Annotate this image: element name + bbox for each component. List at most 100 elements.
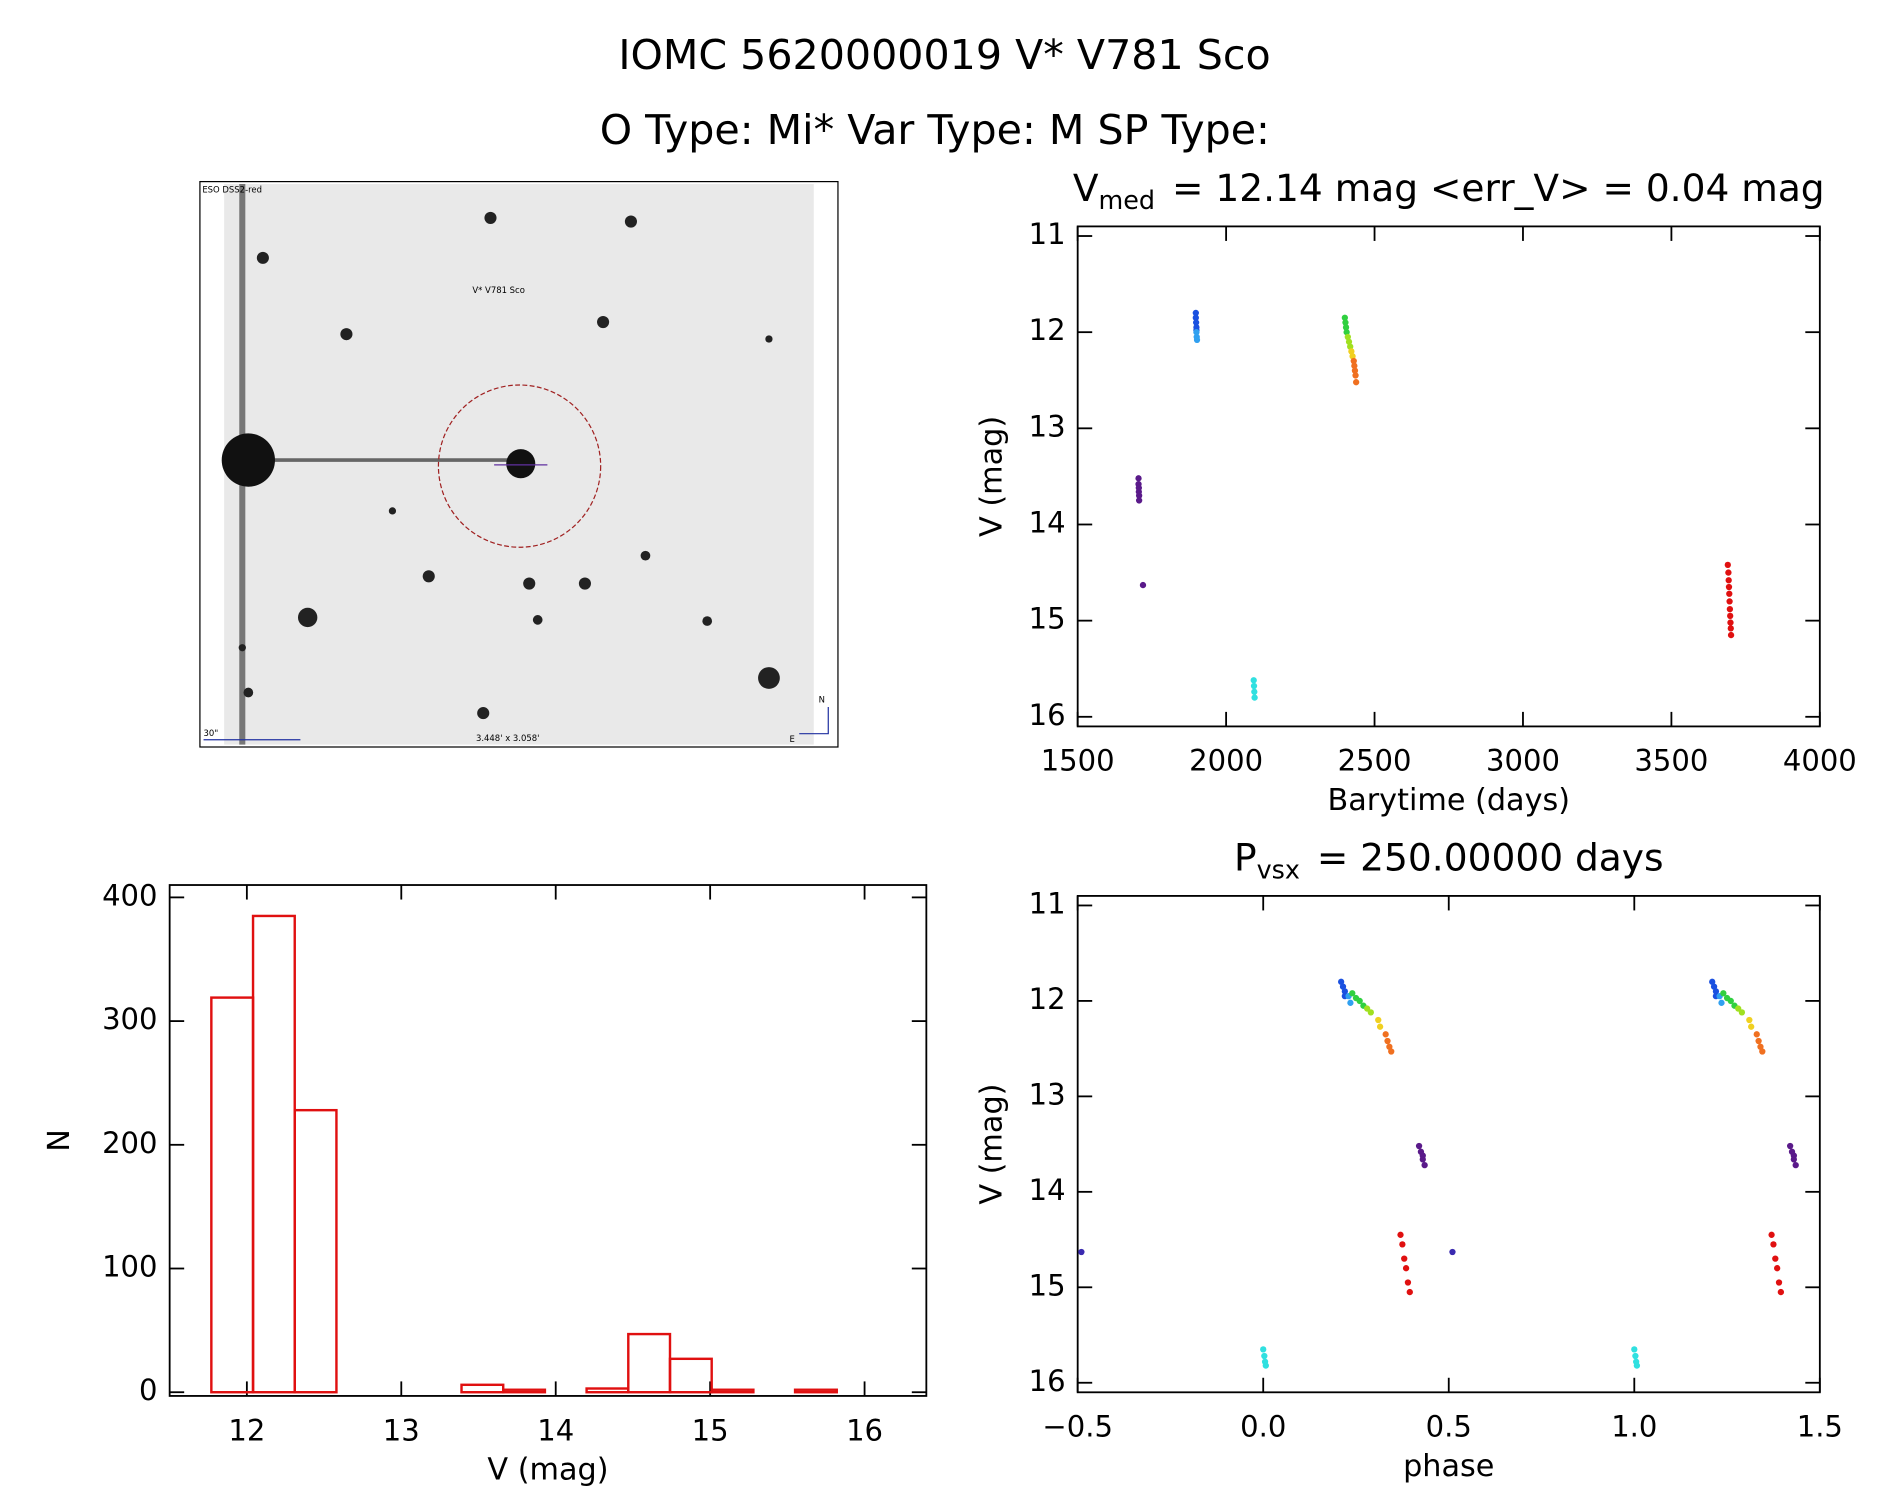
- y-tick-label: 200: [102, 1126, 157, 1160]
- x-tick-label: 3000: [1486, 744, 1560, 778]
- data-point: [1772, 1255, 1779, 1262]
- data-point: [1790, 1156, 1798, 1163]
- x-axis-label: V (mag): [487, 1452, 608, 1487]
- data-point: [1726, 590, 1733, 597]
- data-point: [1709, 978, 1716, 985]
- data-point: [1401, 1255, 1408, 1262]
- y-tick-label: 300: [102, 1002, 157, 1036]
- histogram-bar: [210, 996, 255, 1394]
- y-tick-label: 100: [102, 1250, 157, 1284]
- x-axis-label: phase: [1403, 1449, 1494, 1484]
- data-point: [1135, 475, 1142, 482]
- data-point: [1792, 1161, 1799, 1169]
- data-point: [1727, 625, 1734, 632]
- x-tick-label: 14: [537, 1413, 574, 1447]
- data-point: [1192, 309, 1199, 317]
- data-point: [1345, 338, 1353, 345]
- x-tick-label: 2500: [1338, 744, 1412, 778]
- data-point: [1768, 1231, 1775, 1238]
- y-tick-label: 12: [1029, 982, 1066, 1016]
- title-rest: = 250.00000 days: [1317, 835, 1664, 879]
- y-tick-label: 16: [1029, 1364, 1066, 1398]
- histogram-bar: [627, 1332, 672, 1394]
- star: [221, 433, 275, 487]
- data-point: [1759, 1048, 1766, 1055]
- data-point: [1344, 333, 1351, 341]
- data-point: [1726, 605, 1734, 613]
- data-point: [1725, 583, 1733, 591]
- image-north: N: [819, 694, 825, 704]
- data-point: [1135, 497, 1143, 504]
- stars: [238, 211, 780, 720]
- y-tick-label: 12: [1029, 313, 1066, 347]
- data-point: [1384, 1037, 1391, 1045]
- data-point: [1376, 1023, 1384, 1030]
- histogram-bar: [251, 914, 296, 1394]
- data-point: [1350, 357, 1357, 365]
- y-axis-label: V (mag): [974, 416, 1009, 537]
- histogram-bar: [585, 1387, 630, 1394]
- data-point: [1725, 577, 1732, 584]
- data-point: [1755, 1037, 1762, 1045]
- data-point: [1262, 1362, 1269, 1369]
- plot-frame: [1076, 225, 1821, 728]
- title-rest: = 12.14 mag <err_V> = 0.04 mag: [1172, 166, 1825, 210]
- data-point: [1415, 1142, 1423, 1150]
- data-point: [1738, 1009, 1746, 1016]
- data-point: [1375, 1016, 1382, 1024]
- data-point: [1725, 569, 1732, 576]
- plot-frame: [168, 884, 928, 1397]
- data-point: [1632, 1352, 1639, 1360]
- data-point: [1720, 990, 1727, 997]
- figure-subtitle: O Type: Mi* Var Type: M SP Type:: [600, 106, 1270, 154]
- data-point: [1261, 1352, 1268, 1360]
- y-tick-label: 15: [1029, 1268, 1066, 1302]
- title-subscript: med: [1099, 185, 1156, 215]
- data-point: [1724, 561, 1731, 569]
- compass: [799, 707, 829, 735]
- data-point: [1349, 353, 1356, 360]
- y-tick-label: 14: [1029, 1173, 1066, 1207]
- histogram-bar: [793, 1388, 838, 1394]
- x-tick-label: 1500: [1041, 744, 1115, 778]
- data-point: [1192, 319, 1200, 326]
- y-tick-label: 11: [1029, 886, 1066, 920]
- data-point: [1260, 1346, 1267, 1353]
- y-tick-label: 13: [1029, 409, 1066, 443]
- histogram-bar: [502, 1388, 547, 1394]
- data-point: [1139, 581, 1147, 589]
- data-point: [1351, 367, 1359, 374]
- data-point: [1449, 1248, 1456, 1256]
- data-point: [1343, 329, 1350, 336]
- data-point: [1786, 1142, 1794, 1150]
- data-point: [1341, 988, 1349, 995]
- plot-frame: [1076, 895, 1821, 1394]
- data-point: [1757, 1043, 1764, 1050]
- data-point: [1349, 990, 1356, 997]
- data-point: [1631, 1346, 1638, 1353]
- image-scale: 30": [204, 728, 219, 738]
- image-east: E: [790, 734, 795, 744]
- target-circle: [437, 384, 602, 548]
- x-tick-label: 15: [692, 1413, 729, 1447]
- data-point: [1341, 314, 1349, 321]
- data-point: [1770, 1241, 1777, 1248]
- data-point: [1192, 314, 1199, 321]
- image-target: V* V781 Sco: [472, 285, 525, 295]
- y-tick-label: 0: [139, 1373, 157, 1407]
- y-tick-label: 11: [1029, 217, 1066, 251]
- chart-title: Pvsx = 250.00000 days: [1234, 835, 1664, 885]
- data-point: [1193, 329, 1200, 336]
- data-point: [1397, 1231, 1404, 1238]
- data-point: [1727, 612, 1734, 619]
- y-tick-label: 16: [1029, 698, 1066, 732]
- data-point: [1774, 1265, 1781, 1272]
- x-tick-label: 0.0: [1240, 1410, 1286, 1444]
- data-point: [1347, 343, 1354, 350]
- data-point: [1351, 362, 1358, 369]
- x-tick-label: 12: [228, 1413, 265, 1447]
- data-point: [1633, 1362, 1641, 1369]
- x-tick-label: 13: [383, 1413, 420, 1447]
- data-point: [1250, 682, 1258, 690]
- data-point: [1339, 983, 1347, 990]
